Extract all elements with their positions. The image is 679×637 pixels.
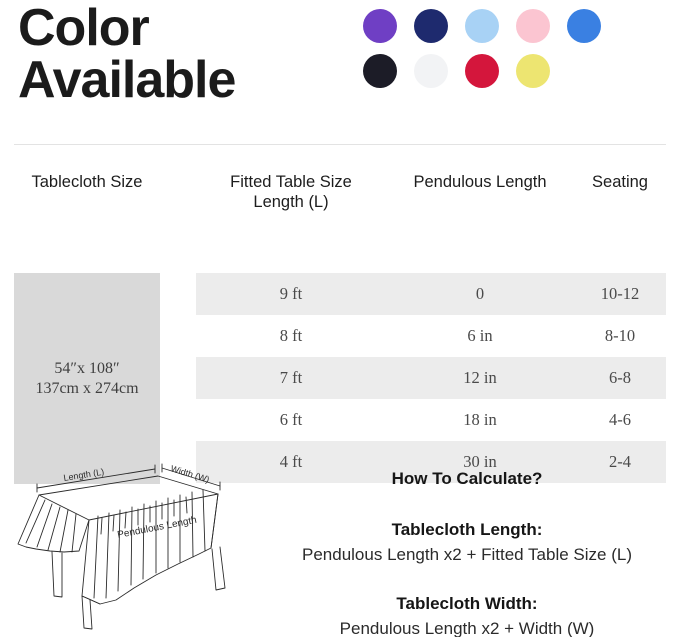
column-header-fitted-table-size: Fitted Table Size Length (L): [196, 172, 386, 212]
tablecloth-width-label: Tablecloth Width:: [396, 594, 538, 613]
how-to-calculate-title: How To Calculate?: [391, 469, 543, 488]
cell-fitted-size: 6 ft: [279, 410, 303, 429]
cell-seating: 10-12: [600, 284, 640, 303]
table-body: 54″x 108″ 137cm x 274cm 9 ft 0 10-12 8 f…: [0, 216, 679, 484]
draped-table-illustration: Length (L) Width (W) Pendulous Length: [6, 448, 251, 633]
tablecloth-width-formula: Pendulous Length x2 + Width (W): [339, 619, 595, 637]
table-row: 7 ft 12 in 6-8: [196, 357, 666, 399]
cell-pendulous-length: 6 in: [467, 326, 493, 345]
table-row: 8 ft 6 in 8-10: [196, 315, 666, 357]
column-header-fitted-line-2: Length (L): [253, 193, 329, 211]
page-title-line-2: Available: [18, 51, 236, 109]
cell-fitted-size: 8 ft: [279, 326, 303, 345]
cell-seating: 8-10: [604, 326, 636, 345]
color-swatch-navy[interactable]: [414, 9, 448, 43]
cell-fitted-size: 7 ft: [279, 368, 303, 387]
tablecloth-size-inches: 54″x 108″: [54, 359, 120, 377]
illustration-label-pendulous-length: Pendulous Length: [116, 515, 197, 541]
header-divider: [14, 144, 666, 145]
tablecloth-length-label: Tablecloth Length:: [391, 520, 543, 539]
color-swatch-grid: [363, 9, 623, 99]
cell-fitted-size: 4 ft: [279, 452, 303, 471]
cell-pendulous-length: 0: [475, 284, 485, 303]
color-swatch-black[interactable]: [363, 54, 397, 88]
color-swatch-purple[interactable]: [363, 9, 397, 43]
table-row: 4 ft 30 in 2-4: [196, 441, 666, 483]
page-title: Color Available: [18, 2, 338, 106]
color-swatch-light-blue[interactable]: [465, 9, 499, 43]
cell-pendulous-length: 30 in: [463, 452, 497, 471]
cell-fitted-size: 9 ft: [279, 284, 303, 303]
calc-spacer: [258, 568, 676, 592]
column-header-seating: Seating: [592, 173, 648, 191]
table-header-row: Tablecloth Size Fitted Table Size Length…: [0, 160, 679, 216]
color-swatch-pink[interactable]: [516, 9, 550, 43]
tablecloth-length-formula: Pendulous Length x2 + Fitted Table Size …: [302, 545, 632, 564]
how-to-calculate-block: How To Calculate? Tablecloth Length: Pen…: [258, 468, 676, 637]
cell-seating: 4-6: [609, 410, 631, 429]
tablecloth-size-cell: 54″x 108″ 137cm x 274cm: [14, 273, 160, 484]
color-swatch-white[interactable]: [414, 54, 448, 88]
column-header-fitted-line-1: Fitted Table Size: [230, 173, 352, 191]
color-swatch-yellow[interactable]: [516, 54, 550, 88]
table-row: 6 ft 18 in 4-6: [196, 399, 666, 441]
cell-pendulous-length: 18 in: [463, 410, 497, 429]
size-chart-table: Tablecloth Size Fitted Table Size Length…: [0, 160, 679, 484]
color-swatch-royal-blue[interactable]: [567, 9, 601, 43]
cell-pendulous-length: 12 in: [463, 368, 497, 387]
color-swatch-red[interactable]: [465, 54, 499, 88]
cell-seating: 6-8: [609, 368, 631, 387]
cell-seating: 2-4: [609, 452, 631, 471]
color-swatch-row-1: [363, 9, 623, 43]
tablecloth-size-cm: 137cm x 274cm: [35, 379, 139, 397]
page-title-line-1: Color: [18, 0, 150, 57]
column-header-pendulous-length: Pendulous Length: [413, 173, 547, 191]
table-row: 9 ft 0 10-12: [196, 273, 666, 315]
color-swatch-row-2: [363, 54, 623, 88]
column-header-tablecloth-size: Tablecloth Size: [31, 173, 143, 191]
